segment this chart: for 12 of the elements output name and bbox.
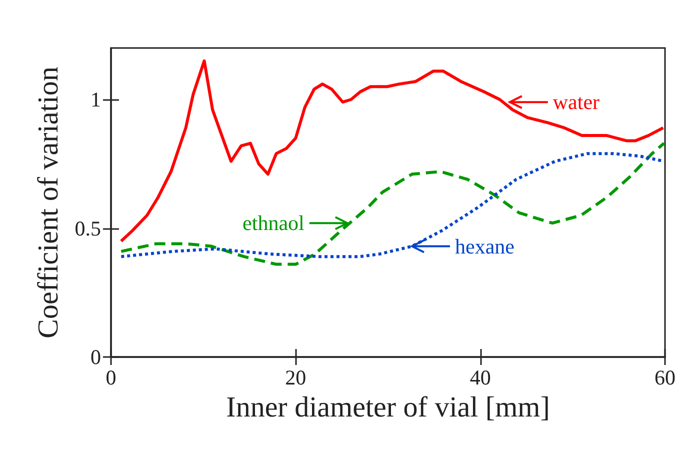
annotation: water [552, 90, 600, 114]
x-axis-title: Inner diameter of vial [mm] [226, 392, 550, 424]
y-tick-label: 0 [90, 345, 101, 369]
annotation: ethnaol [242, 211, 305, 236]
x-tick-label: 60 [654, 366, 676, 390]
x-tick-label: 20 [285, 366, 306, 390]
x-tick-label: 40 [470, 366, 491, 390]
y-tick-label: 0.5 [74, 216, 101, 240]
annotation: hexane [455, 234, 514, 258]
y-axis-title: Coefficient of variation [32, 66, 64, 338]
y-tick-label: 1 [90, 88, 101, 112]
x-tick-label: 0 [106, 366, 116, 390]
